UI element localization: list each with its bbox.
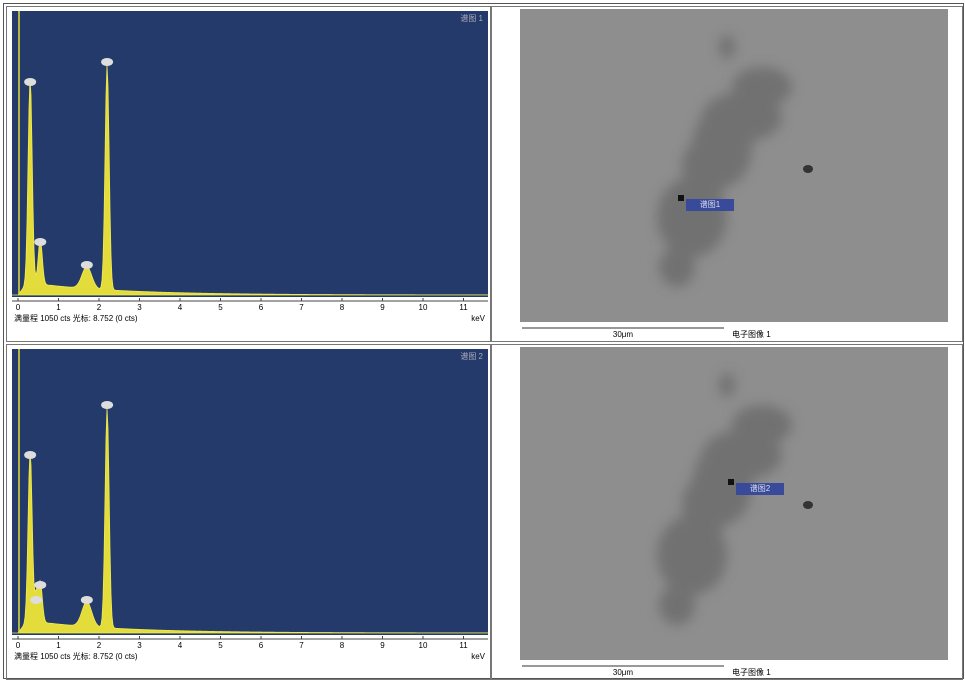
x-tick-label: 3: [137, 641, 142, 650]
particle-blob: [719, 35, 735, 59]
particle-blob: [659, 247, 695, 287]
peak-label: [30, 596, 43, 604]
x-tick-label: 11: [459, 303, 468, 312]
marker-label: 谱图2: [750, 483, 771, 493]
scale-label: 30μm: [613, 330, 634, 339]
particle-blob: [719, 373, 735, 397]
scale-label: 30μm: [613, 668, 634, 677]
plot-area: [12, 11, 488, 297]
particle-blob: [732, 67, 792, 107]
peak-label: [24, 78, 37, 86]
peak-label: [34, 581, 47, 589]
x-tick-label: 5: [218, 641, 223, 650]
particle-blob: [657, 515, 727, 595]
spectrum-trace: [12, 408, 489, 634]
sem-panel: 谱图1 30μm 电子图像 1: [491, 6, 963, 342]
particle-blob: [659, 585, 695, 625]
x-tick-label: 0: [16, 641, 21, 650]
particle-blob: [657, 177, 727, 257]
x-unit: keV: [471, 652, 485, 661]
x-tick-label: 0: [16, 303, 21, 312]
x-tick-label: 4: [178, 303, 183, 312]
x-tick-label: 10: [419, 303, 428, 312]
spectrum-footer: 满量程 1050 cts 光标: 8.752 (0 cts): [14, 313, 138, 323]
x-tick-label: 9: [380, 303, 385, 312]
peak-label: [80, 596, 93, 604]
marker: [678, 195, 684, 201]
caption: 电子图像 1: [732, 667, 771, 677]
x-tick-label: 2: [97, 641, 102, 650]
corner-label: 谱图 1: [460, 13, 483, 23]
x-tick-label: 5: [218, 303, 223, 312]
marker: [728, 479, 734, 485]
x-tick-label: 7: [299, 641, 304, 650]
x-tick-label: 1: [56, 641, 61, 650]
x-tick-label: 8: [340, 303, 345, 312]
marker-label: 谱图1: [700, 199, 721, 209]
peak-label: [101, 58, 114, 66]
plot-area: [12, 349, 488, 635]
peak-label: [101, 401, 114, 409]
spectrum-trace: [12, 65, 489, 296]
x-unit: keV: [471, 314, 485, 323]
particle-blob: [692, 107, 752, 187]
x-tick-label: 4: [178, 641, 183, 650]
particle-blob: [692, 445, 752, 525]
x-tick-label: 2: [97, 303, 102, 312]
sem-panel: 谱图2 30μm 电子图像 1: [491, 344, 963, 680]
peak-label: [24, 451, 37, 459]
caption: 电子图像 1: [732, 329, 771, 339]
x-tick-label: 6: [259, 641, 264, 650]
marker-box: [736, 483, 784, 495]
dark-spot: [803, 501, 813, 509]
marker-box: [686, 199, 734, 211]
x-tick-label: 11: [459, 641, 468, 650]
x-tick-label: 10: [419, 641, 428, 650]
particle: [657, 35, 792, 287]
corner-label: 谱图 2: [460, 351, 483, 361]
x-tick-label: 9: [380, 641, 385, 650]
peak-label: [80, 261, 93, 269]
x-tick-label: 7: [299, 303, 304, 312]
x-tick-label: 8: [340, 641, 345, 650]
particle: [657, 373, 792, 625]
x-tick-label: 3: [137, 303, 142, 312]
particle-blob: [732, 405, 792, 445]
figure-grid: 谱图 1 0 1 2 3 4 5 6 7 8 9 10 11 keV 满量程 1050 cts 光标: 8.…: [3, 3, 964, 680]
dark-spot: [803, 165, 813, 173]
peak-label: [34, 238, 47, 246]
x-tick-label: 6: [259, 303, 264, 312]
spectrum-footer: 满量程 1050 cts 光标: 8.752 (0 cts): [14, 651, 138, 661]
x-tick-label: 1: [56, 303, 61, 312]
